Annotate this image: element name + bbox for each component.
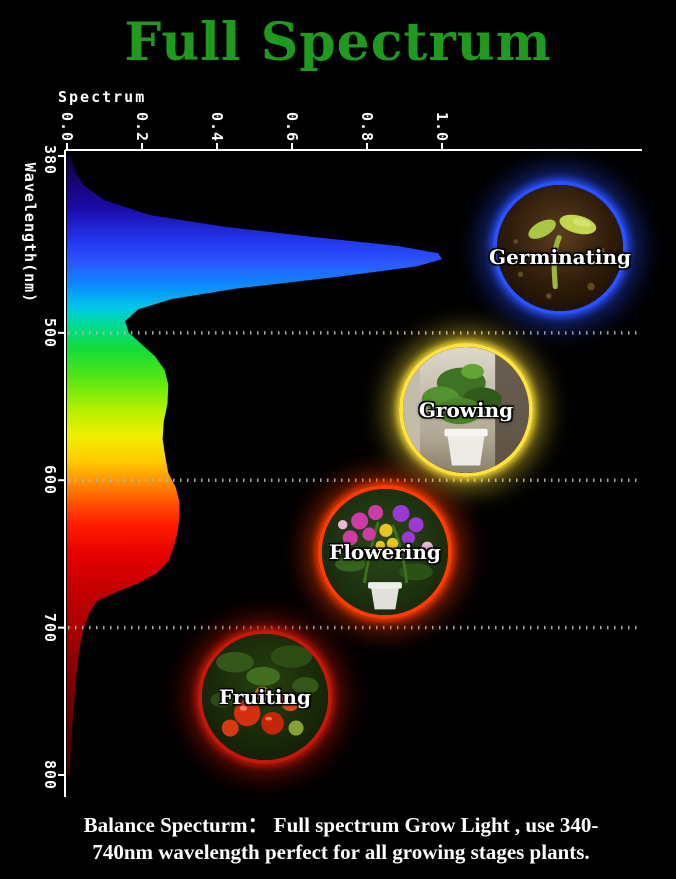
y-tick-label: 600	[41, 464, 59, 496]
stage-flowering: Flowering	[318, 485, 452, 619]
caption-line-1: Balance Specturm： Full spectrum Grow Lig…	[83, 813, 599, 837]
caption: Balance Specturm： Full spectrum Grow Lig…	[30, 812, 652, 866]
flowering-photo	[322, 489, 448, 615]
x-tick-label: 0.0	[58, 111, 76, 143]
stage-label-germinating: Germinating	[489, 244, 631, 269]
germinating-photo	[497, 185, 623, 311]
x-axis-title: Spectrum	[58, 88, 147, 106]
x-tick-label: 1.0	[433, 111, 451, 143]
y-axis-title: Wavelength(nm)	[21, 162, 39, 304]
stage-fruiting: Fruiting	[198, 630, 332, 764]
stage-label-flowering: Flowering	[329, 540, 441, 564]
y-tick-label: 700	[41, 612, 59, 644]
stage-growing: Growing	[399, 343, 533, 477]
x-tick-label: 0.4	[208, 111, 226, 143]
x-tick-label: 0.6	[283, 111, 301, 143]
y-tick-label: 380	[41, 144, 59, 176]
stage-label-fruiting: Fruiting	[219, 685, 311, 709]
x-tick-label: 0.2	[133, 111, 151, 143]
fruiting-photo	[202, 634, 328, 760]
x-tick-label: 0.8	[358, 111, 376, 143]
page-title: Full Spectrum	[124, 12, 552, 73]
caption-line-2: 740nm wavelength perfect for all growing…	[92, 839, 590, 864]
y-tick-label: 500	[41, 317, 59, 349]
stage-label-growing: Growing	[418, 398, 514, 422]
stage-germinating: Germinating	[489, 181, 631, 315]
y-tick-label: 800	[41, 759, 59, 791]
